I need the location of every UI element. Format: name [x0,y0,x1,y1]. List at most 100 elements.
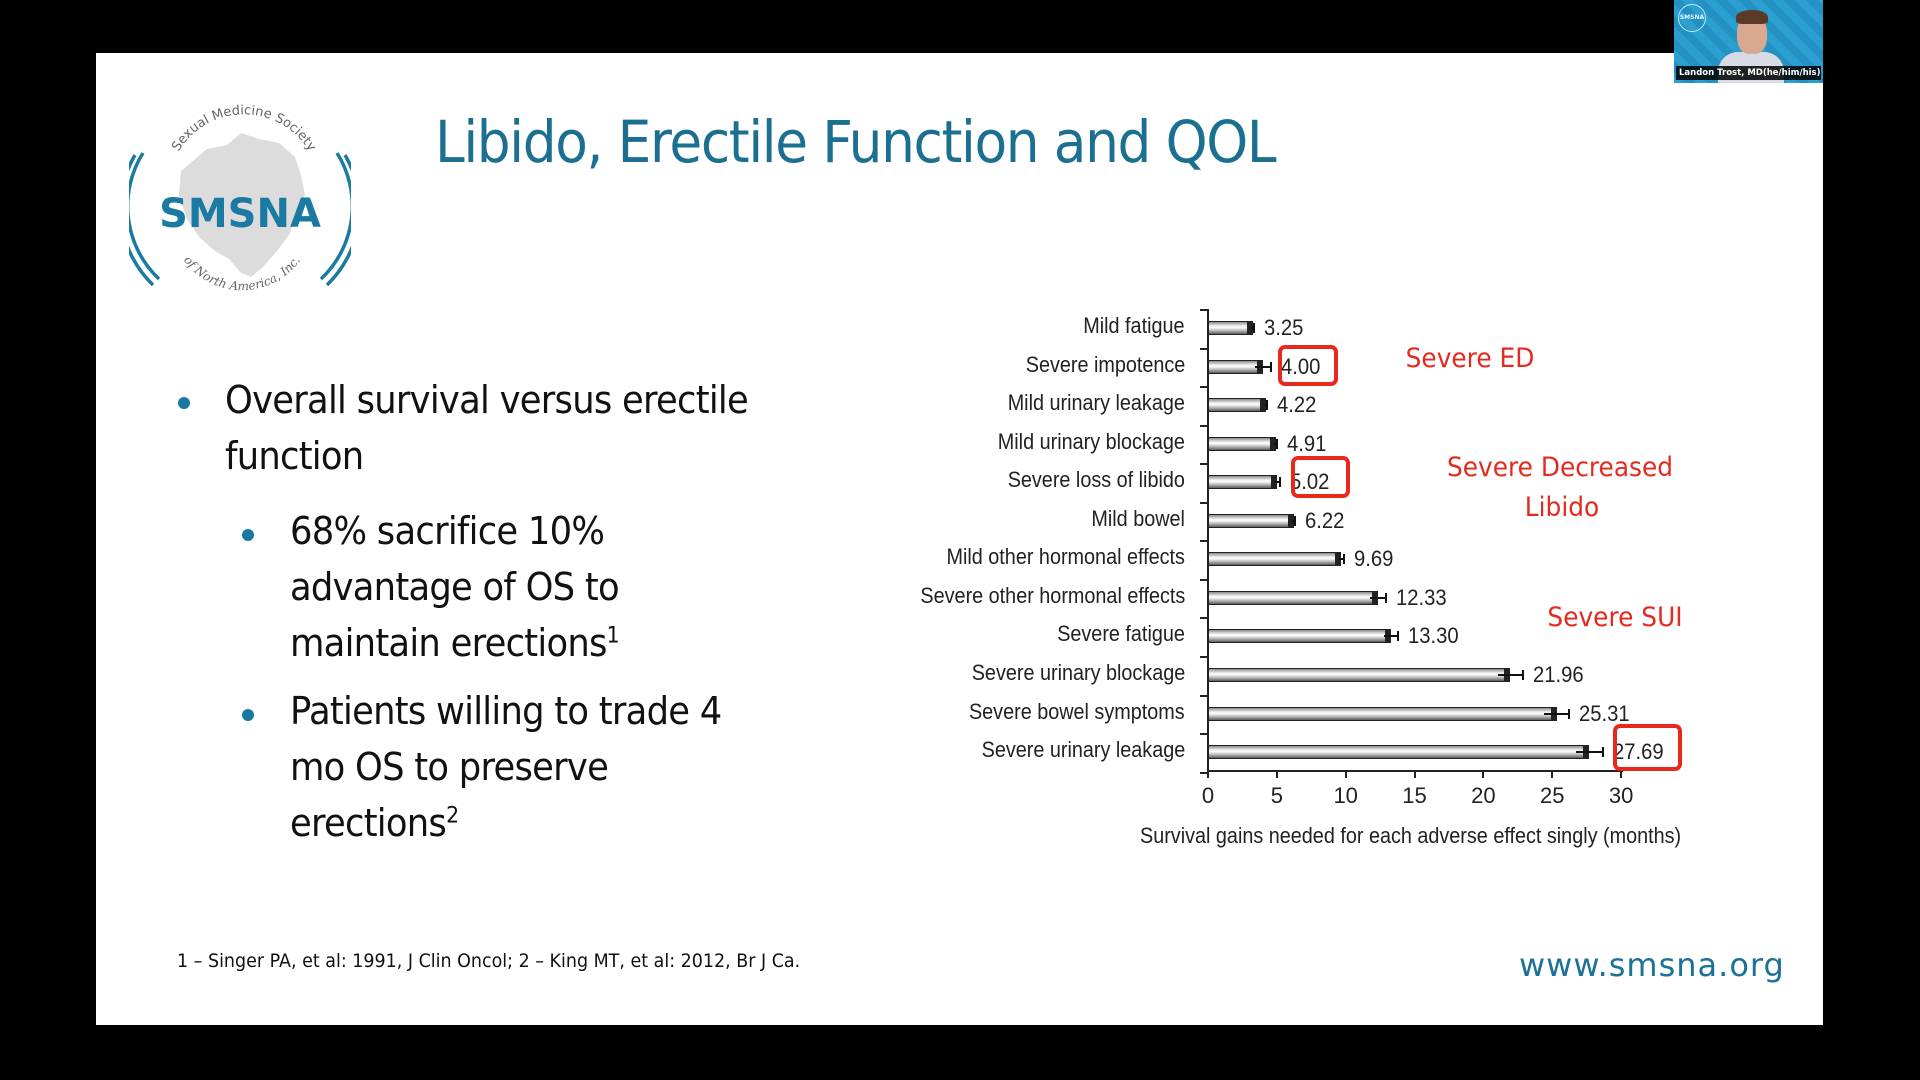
error-bar-cap [1266,400,1269,411]
y-tick [1200,578,1208,581]
y-tick [1200,655,1208,658]
highlight-box-severe-impotence [1278,345,1338,386]
y-tick [1200,463,1208,466]
error-bar-cap [1397,631,1400,642]
y-tick [1200,309,1208,311]
x-tick [1207,770,1209,778]
error-bar-cap [1567,708,1570,719]
error-bar-line [1575,751,1604,754]
x-tick [1413,770,1416,778]
error-bar-line [1544,712,1569,715]
logo-wordmark: SMSNA [159,191,321,237]
category-label: Severe fatigue [1057,621,1185,647]
x-tick-label: 0 [1201,783,1215,808]
y-tick [1200,386,1208,389]
value-label: 6.22 [1305,507,1345,533]
error-bar-cap [1521,669,1524,680]
value-label: 4.00 [1281,353,1321,379]
error-bar-cap [1385,592,1388,603]
error-bar-line [1338,558,1345,561]
x-tick-label: 20 [1471,783,1496,808]
bullet-item: 68% sacrifice 10% advantage of OS to mai… [290,509,620,665]
bar [1208,475,1278,490]
category-label: Mild urinary leakage [1007,390,1185,416]
error-bar-line [1274,481,1280,484]
error-bar-line [1254,365,1272,368]
x-tick [1620,770,1623,778]
bar [1208,398,1267,413]
error-bar-cap [1294,515,1297,526]
category-label: Mild urinary blockage [997,428,1185,454]
bar [1208,667,1511,682]
error-bar [1335,552,1342,567]
value-label: 4.91 [1286,430,1327,456]
value-label: 5.02 [1289,469,1330,495]
value-label: 9.69 [1354,546,1394,572]
error-bar-cap [1270,361,1273,372]
error-bar-cap [1253,323,1256,333]
x-tick [1344,770,1347,778]
error-bar-line [1497,673,1523,676]
bar [1208,436,1276,451]
x-tick-label: 15 [1402,783,1427,808]
x-tick [1275,770,1278,778]
value-label: 4.22 [1277,392,1317,418]
x-tick [1482,770,1485,778]
category-label: Severe loss of libido [1007,467,1185,493]
error-bar [1260,398,1267,413]
value-label: 27.69 [1613,739,1664,765]
category-label: Mild bowel [1091,505,1185,531]
value-label: 12.33 [1396,584,1447,610]
error-bar [1271,475,1278,490]
bullet-dot [178,397,190,409]
highlight-box-severe-urinary-leakage [1613,724,1682,771]
category-label: Severe urinary blockage [971,659,1185,685]
bar [1208,629,1392,644]
error-bar-line [1274,442,1277,445]
x-tick-label: 30 [1608,783,1634,808]
error-bar [1246,321,1253,335]
bullet-item: Overall survival versus erectile functio… [225,378,749,478]
speaker-name-label: Landon Trost, MD(he/him/his) [1676,66,1821,80]
y-tick [1200,347,1208,350]
footnote: 1 – Singer PA, et al: 1991, J Clin Oncol… [177,950,801,972]
website-link[interactable]: www.smsna.org [1519,946,1785,984]
value-label: 3.25 [1264,315,1304,340]
error-bar-line [1384,635,1399,638]
highlight-box-severe-libido [1291,456,1350,498]
category-label: Severe impotence [1025,351,1185,377]
slide: Sexual Medicine Society SMSNA of North A… [96,53,1823,1025]
y-tick [1200,733,1208,736]
map-shape [179,133,305,277]
webcam-tile[interactable]: SMSNA Landon Trost, MD(he/him/his) [1674,0,1823,83]
bar [1208,706,1557,721]
category-label: Severe other hormonal effects [920,582,1185,608]
y-axis [1207,309,1209,772]
value-label: 13.30 [1408,623,1459,649]
y-tick [1200,501,1208,504]
error-bar-cap [1343,554,1346,565]
category-label: Mild fatigue [1083,313,1185,338]
x-tick-label: 25 [1540,783,1565,808]
y-tick [1200,771,1208,774]
speaker-hair [1736,10,1768,24]
x-tick-label: 10 [1333,783,1358,808]
x-axis-title: Survival gains needed for each adverse e… [1140,823,1682,848]
annotation-severe-ed: Severe ED [1405,343,1535,374]
error-bar-cap [1602,747,1605,758]
bullet-item: Patients willing to trade 4 mo OS to pre… [290,689,722,845]
slide-title: Libido, Erectile Function and QOL [435,108,1277,176]
webcam-logo: SMSNA [1678,4,1706,32]
bar [1208,745,1590,760]
x-tick-label: 5 [1270,783,1283,808]
annotation-severe-sui: Severe SUI [1547,602,1683,633]
y-tick [1200,540,1208,543]
y-tick [1200,694,1208,697]
category-label: Mild other hormonal effects [946,544,1185,570]
x-tick [1551,770,1554,778]
smsna-logo: Sexual Medicine Society SMSNA of North A… [129,103,351,293]
category-label: Severe bowel symptoms [969,698,1185,724]
error-bar-line [1292,519,1296,522]
category-label: Severe urinary leakage [981,737,1185,763]
y-tick [1200,617,1208,620]
